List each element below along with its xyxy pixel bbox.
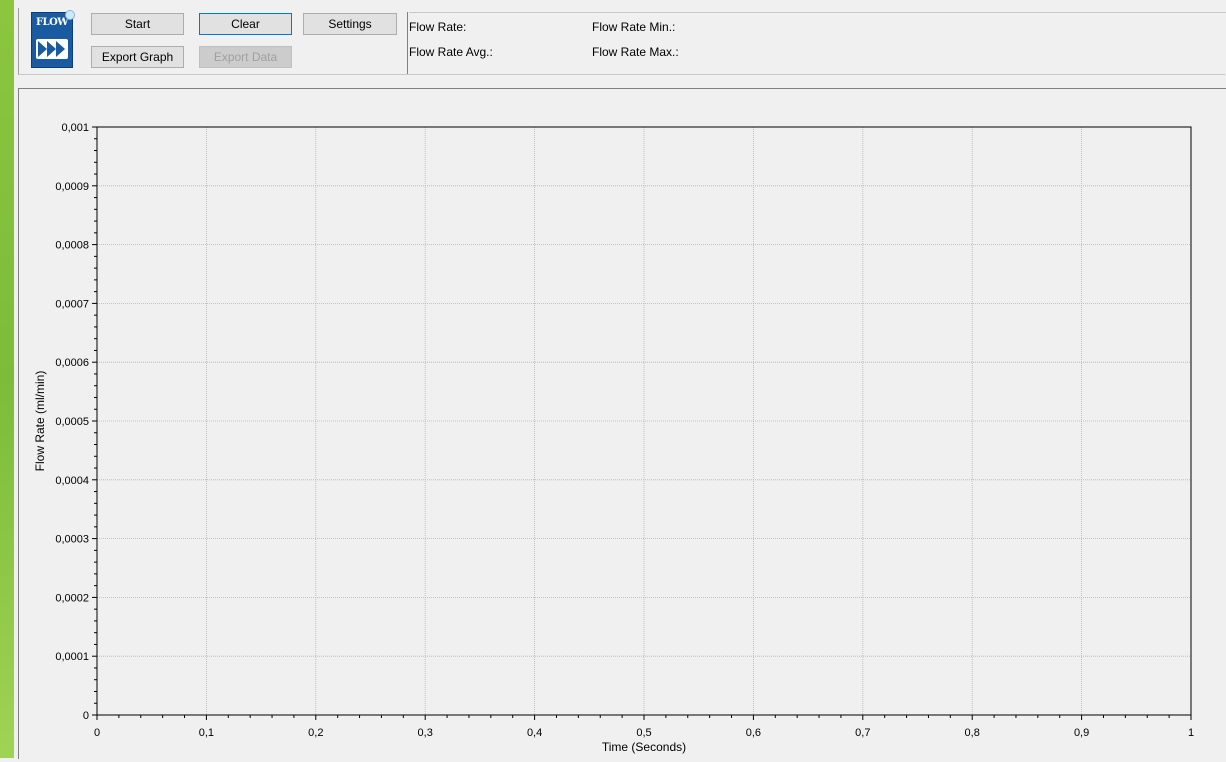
flow-rate-avg-label: Flow Rate Avg.: bbox=[409, 45, 493, 59]
desktop-background-strip bbox=[0, 0, 14, 758]
clear-button[interactable]: Clear bbox=[199, 13, 292, 35]
y-tick-label: 0 bbox=[83, 710, 89, 722]
x-tick-label: 0,2 bbox=[308, 727, 323, 739]
settings-button[interactable]: Settings bbox=[303, 13, 397, 35]
y-tick-labels: 0 0,0001 0,0002 0,0003 0,0004 0,0005 0,0006 0,0… bbox=[55, 122, 89, 722]
y-tick-label: 0,0002 bbox=[55, 592, 89, 604]
logo-text: FLOW bbox=[35, 17, 69, 28]
x-tick-label: 0 bbox=[94, 727, 100, 739]
x-tick-label: 0,8 bbox=[965, 727, 980, 739]
chart-panel: 0 0,1 0,2 0,3 0,4 0,5 0,6 0,7 0,8 0,9 1 0 0,0001 0,0… bbox=[18, 88, 1226, 759]
flow-rate-chart: 0 0,1 0,2 0,3 0,4 0,5 0,6 0,7 0,8 0,9 1 0 0,0001 0,0… bbox=[33, 122, 1194, 754]
chart-grid bbox=[97, 127, 1191, 715]
toolbar: FLOW Start Clear Settings Export Graph E… bbox=[18, 8, 1226, 75]
logo-arrows-icon bbox=[36, 39, 68, 59]
x-tick-label: 0,1 bbox=[199, 727, 214, 739]
x-axis-title: Time (Seconds) bbox=[602, 740, 686, 754]
x-tick-label: 0,6 bbox=[746, 727, 761, 739]
y-tick-label: 0,0001 bbox=[55, 651, 89, 663]
flow-rate-label: Flow Rate: bbox=[409, 20, 467, 34]
y-tick-label: 0,001 bbox=[61, 122, 89, 134]
x-tick-label: 0,5 bbox=[636, 727, 651, 739]
flow-logo-icon: FLOW bbox=[31, 10, 75, 68]
y-tick-label: 0,0005 bbox=[55, 416, 89, 428]
export-graph-button[interactable]: Export Graph bbox=[91, 46, 184, 68]
chart-ticks bbox=[92, 126, 1192, 720]
stats-panel: Flow Rate: Flow Rate Avg.: Flow Rate Min… bbox=[409, 12, 1226, 75]
y-tick-label: 0,0004 bbox=[55, 475, 89, 487]
x-tick-label: 0,9 bbox=[1074, 727, 1089, 739]
flow-rate-min-label: Flow Rate Min.: bbox=[592, 20, 676, 34]
toolbar-separator bbox=[407, 12, 408, 74]
export-data-button[interactable]: Export Data bbox=[199, 46, 292, 68]
x-tick-label: 0,3 bbox=[418, 727, 433, 739]
flow-rate-max-label: Flow Rate Max.: bbox=[592, 45, 679, 59]
x-tick-label: 1 bbox=[1188, 727, 1194, 739]
y-tick-label: 0,0008 bbox=[55, 240, 89, 252]
y-tick-label: 0,0009 bbox=[55, 181, 89, 193]
y-tick-label: 0,0007 bbox=[55, 298, 89, 310]
x-tick-label: 0,4 bbox=[527, 727, 542, 739]
y-tick-label: 0,0003 bbox=[55, 534, 89, 546]
y-axis-title: Flow Rate (ml/min) bbox=[33, 371, 47, 472]
start-button[interactable]: Start bbox=[91, 13, 184, 35]
logo-drop-icon bbox=[65, 10, 75, 20]
flow-window: FLOW Start Clear Settings Export Graph E… bbox=[14, 0, 1226, 759]
x-tick-label: 0,7 bbox=[855, 727, 870, 739]
x-tick-labels: 0 0,1 0,2 0,3 0,4 0,5 0,6 0,7 0,8 0,9 1 bbox=[94, 727, 1194, 739]
y-tick-label: 0,0006 bbox=[55, 357, 89, 369]
